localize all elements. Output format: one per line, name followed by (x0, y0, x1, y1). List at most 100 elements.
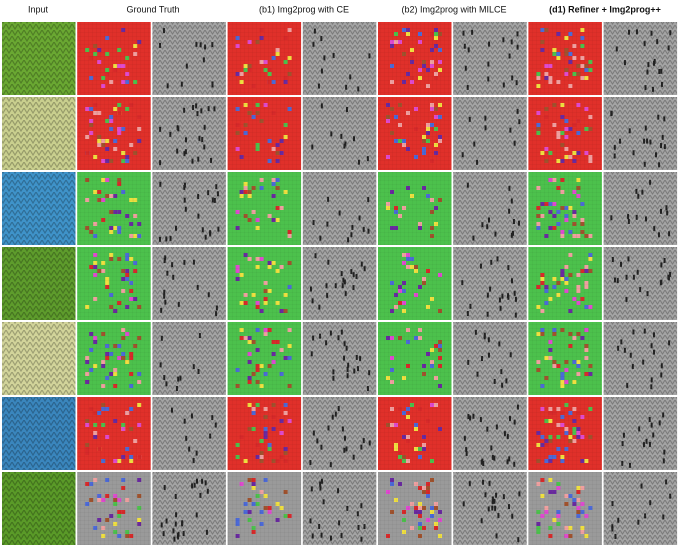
dark-stitch (338, 520, 341, 526)
dark-stitch (207, 190, 210, 196)
image-cell (77, 322, 151, 395)
dark-stitch (495, 533, 498, 539)
dark-stitch (345, 345, 348, 351)
dark-stitch (197, 213, 200, 219)
dark-stitch (517, 537, 520, 543)
dark-stitch (472, 235, 475, 241)
dark-stitch (468, 116, 471, 122)
dark-stitch (196, 111, 199, 117)
rendered-knit (152, 397, 226, 470)
dark-stitch (486, 292, 489, 298)
dark-stitch (313, 28, 316, 34)
dark-stitch (647, 62, 650, 68)
image-cell (453, 172, 527, 245)
dark-stitch (653, 58, 656, 64)
dark-stitch (209, 230, 212, 236)
dark-stitch (627, 214, 630, 220)
dark-stitch (173, 536, 176, 542)
dark-stitch (309, 518, 312, 524)
dark-stitch (663, 116, 666, 122)
dark-stitch (649, 139, 652, 145)
dark-stitch (657, 232, 660, 238)
dark-stitch (184, 137, 187, 143)
dark-stitch (668, 340, 671, 346)
dark-stitch (498, 297, 501, 303)
dark-stitch (198, 333, 201, 339)
dark-stitch (466, 311, 469, 317)
rendered-knit (302, 22, 377, 95)
dark-stitch (658, 420, 661, 426)
dark-stitch (331, 414, 334, 420)
grid-texture (528, 97, 602, 170)
yarn-texture (2, 22, 76, 95)
dark-stitch (195, 478, 198, 484)
dark-stitch (176, 148, 179, 154)
dark-stitch (193, 482, 196, 488)
image-cell (378, 172, 452, 245)
dark-stitch (516, 404, 519, 410)
dark-stitch (516, 108, 519, 114)
dark-stitch (174, 493, 177, 499)
rendered-knit (453, 22, 527, 95)
rendered-knit (453, 322, 527, 395)
dark-stitch (211, 197, 214, 203)
dark-stitch (514, 312, 517, 318)
dark-stitch (312, 335, 315, 341)
dark-stitch (482, 479, 485, 485)
dark-stitch (665, 479, 668, 485)
dark-stitch (483, 332, 486, 338)
dark-stitch (476, 371, 479, 377)
dark-stitch (619, 138, 622, 144)
dark-stitch (510, 39, 513, 45)
dark-stitch (191, 158, 194, 164)
dark-stitch (163, 293, 166, 299)
dark-stitch (215, 311, 218, 317)
grid-texture (77, 22, 151, 95)
image-cell (2, 22, 76, 95)
dark-stitch (622, 432, 625, 438)
image-cell (77, 97, 151, 170)
dark-stitch (340, 533, 343, 539)
dark-stitch (667, 45, 670, 51)
dark-stitch (650, 422, 653, 428)
dark-stitch (368, 53, 371, 59)
dark-stitch (466, 182, 469, 188)
dark-stitch (215, 305, 218, 311)
dark-stitch (467, 47, 470, 53)
dark-stitch (518, 119, 521, 125)
dark-stitch (488, 217, 491, 223)
dark-stitch (661, 134, 664, 140)
dark-stitch (641, 189, 644, 195)
image-cell (227, 97, 302, 170)
dark-stitch (330, 131, 333, 137)
dark-stitch (164, 255, 167, 261)
dark-stitch (332, 369, 335, 375)
image-cell (227, 247, 302, 320)
dark-stitch (660, 68, 663, 74)
dark-stitch (312, 41, 315, 47)
image-cell (378, 22, 452, 95)
dark-stitch (491, 499, 494, 505)
dark-stitch (508, 185, 511, 191)
dark-stitch (320, 103, 323, 109)
dark-stitch (345, 446, 348, 452)
dark-stitch (352, 285, 355, 291)
dark-stitch (508, 208, 511, 214)
dark-stitch (188, 446, 191, 452)
dark-stitch (469, 303, 472, 309)
dark-stitch (653, 349, 656, 355)
dark-stitch (310, 351, 313, 357)
dark-stitch (487, 61, 490, 67)
dark-stitch (213, 197, 216, 203)
dark-stitch (502, 494, 505, 500)
grid-texture (378, 172, 452, 245)
dark-stitch (648, 417, 651, 423)
dark-stitch (614, 533, 617, 539)
dark-stitch (318, 523, 321, 529)
dark-stitch (506, 459, 509, 465)
image-cell (152, 22, 226, 95)
dark-stitch (616, 277, 619, 283)
dark-stitch (659, 280, 662, 286)
dark-stitch (517, 220, 520, 226)
dark-stitch (368, 370, 371, 376)
